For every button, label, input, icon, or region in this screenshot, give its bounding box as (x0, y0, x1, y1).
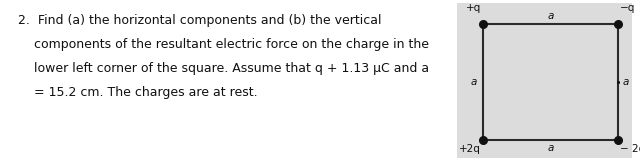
Text: a: a (470, 77, 477, 87)
Text: +q: +q (466, 3, 481, 13)
Text: a: a (547, 11, 554, 21)
Text: − 2q: − 2q (620, 144, 640, 154)
Text: lower left corner of the square. Assume that q + 1.13 μC and a: lower left corner of the square. Assume … (18, 62, 429, 75)
Bar (457, 3, 632, 158)
Text: 2.  Find (a) the horizontal components and (b) the vertical: 2. Find (a) the horizontal components an… (18, 14, 381, 27)
Text: +2q: +2q (459, 144, 481, 154)
Text: components of the resultant electric force on the charge in the: components of the resultant electric for… (18, 38, 429, 51)
Text: −q: −q (620, 3, 636, 13)
Text: = 15.2 cm. The charges are at rest.: = 15.2 cm. The charges are at rest. (18, 86, 258, 99)
Text: a: a (547, 143, 554, 153)
Text: a: a (623, 77, 629, 87)
